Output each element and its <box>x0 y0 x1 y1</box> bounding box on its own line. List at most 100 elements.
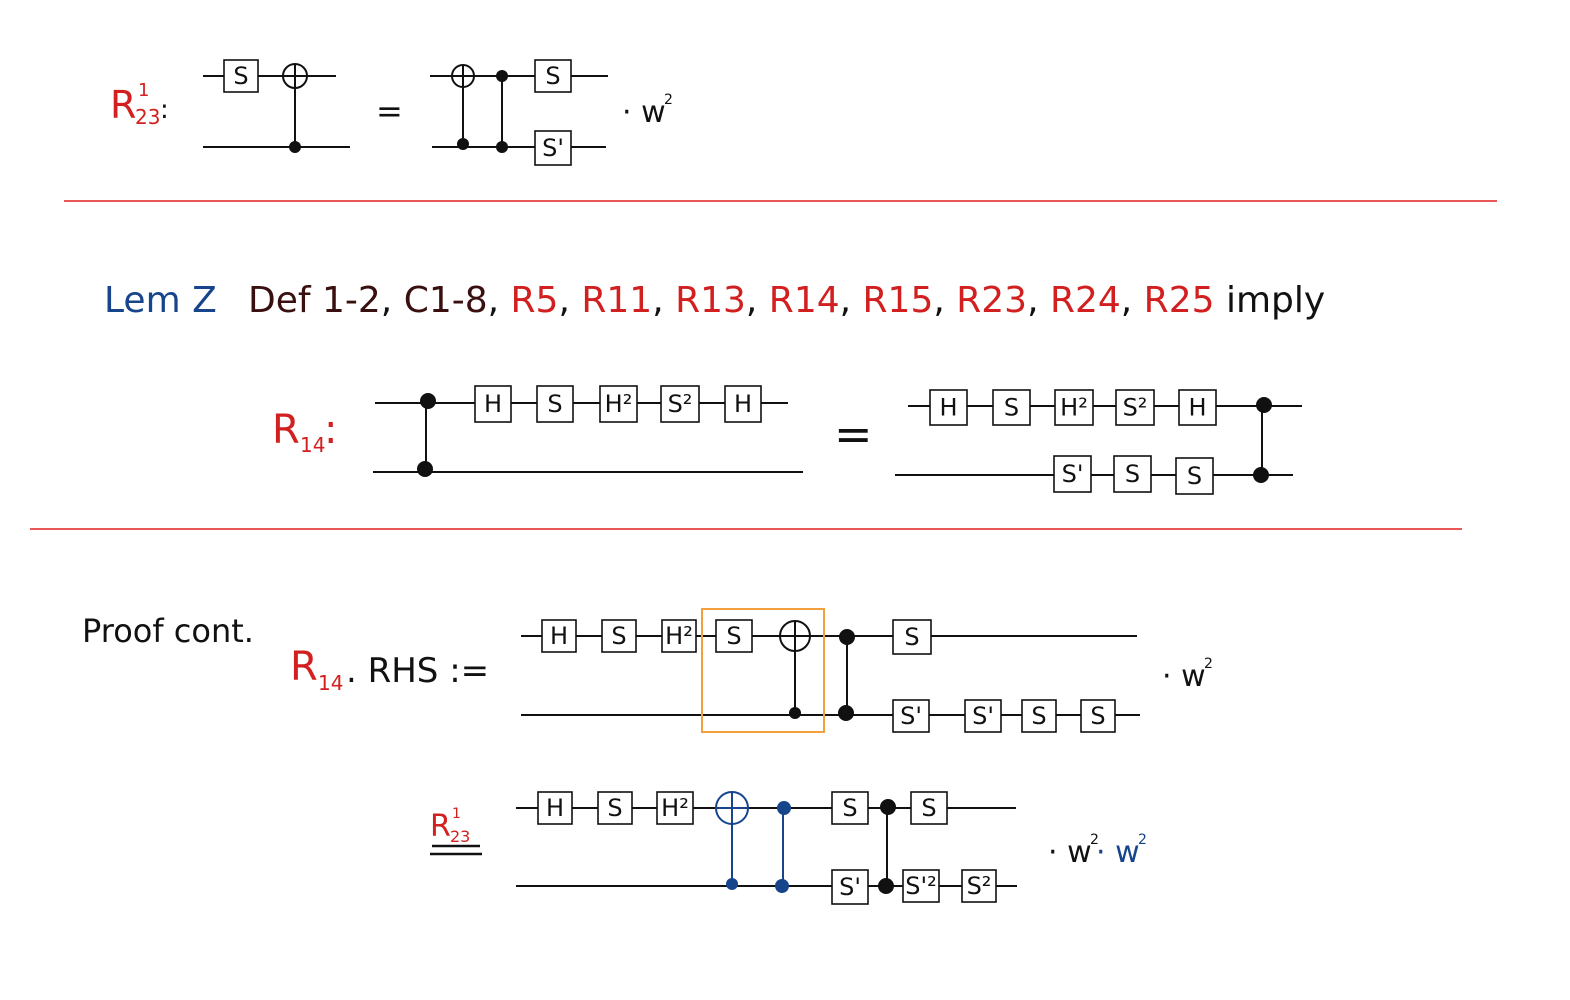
gate-box: S' <box>892 699 930 733</box>
cnot-target <box>282 63 308 89</box>
equals-sign: = <box>834 407 873 461</box>
phase-factor: · w <box>622 95 666 130</box>
lemma-premise-item: R25 <box>1132 280 1214 321</box>
gate-box: H² <box>656 791 694 825</box>
gate-label: H² <box>665 622 693 650</box>
lemma-premise-item: R13 <box>664 280 746 321</box>
row2-phase-b: · w <box>1096 835 1140 870</box>
gate-box: S <box>601 619 637 653</box>
control-dot <box>777 801 791 815</box>
step-label-r23-1: R 23 1 <box>430 806 482 856</box>
control-dot <box>1256 397 1272 413</box>
lemma-premise-item: , <box>746 280 757 321</box>
lemma-title: Lem Z <box>104 280 217 321</box>
lemma-premise-item: , <box>381 280 392 321</box>
gate-box: S' <box>1053 455 1092 493</box>
gate-box: S <box>992 389 1031 426</box>
gate-label: S <box>233 62 248 90</box>
gate-label: H <box>734 390 752 418</box>
r23-1-rule: R 23 1 : S = <box>110 59 673 166</box>
control-dot <box>1253 467 1269 483</box>
gate-box: S <box>910 791 948 825</box>
lemma-z-section: Lem Z Def 1-2, C1-8, R5, R11, R13, R14, … <box>104 280 1325 495</box>
gate-box: S <box>1175 457 1214 495</box>
lemma-premise-item: R11 <box>570 280 652 321</box>
gate-label: H <box>939 394 957 422</box>
highlight-box <box>701 608 825 733</box>
gate-label: S² <box>1123 394 1148 422</box>
gate-label: H <box>1188 394 1206 422</box>
control-dot <box>839 629 855 645</box>
gate-label: S <box>1004 394 1019 422</box>
lemma-premise-item: R14 <box>757 280 839 321</box>
step-label-sub: 23 <box>450 827 470 846</box>
gate-box: H² <box>1054 389 1094 426</box>
gate-label: S <box>1125 460 1140 488</box>
gate-box: S <box>536 385 574 423</box>
r23-rhs-circuit: S S' <box>430 59 608 166</box>
control-dot <box>789 707 801 719</box>
proof-row2-circuit: H S H² S S S' S'² S² <box>516 791 1017 905</box>
lemma-premise-item: C1-8 <box>392 280 487 321</box>
gate-label: S <box>545 62 560 90</box>
r14-rhs-label-sub: 14 <box>318 671 343 695</box>
gate-box: S <box>1080 699 1116 733</box>
gate-label: H <box>484 390 502 418</box>
gate-box: H <box>541 619 577 653</box>
lemma-premise-item: imply <box>1215 280 1326 321</box>
gate-box: S² <box>660 385 700 423</box>
gate-label: H² <box>1060 394 1088 422</box>
cnot-target <box>451 64 475 88</box>
gate-label: S² <box>967 872 992 900</box>
lemma-premise-item: , <box>488 280 499 321</box>
gate-label: S'² <box>905 872 936 900</box>
gate-box: H² <box>599 385 638 423</box>
row2-phase-a-exponent: 2 <box>1090 832 1099 848</box>
gate-label: S <box>842 794 857 822</box>
control-dot <box>496 70 508 82</box>
gate-box: S <box>715 619 753 653</box>
gate-s: S <box>534 59 572 93</box>
gate-box: S <box>1021 699 1057 733</box>
proof-row1-circuit: H S H² S S S' S' S S <box>521 608 1140 733</box>
r23-label-main: R <box>110 83 136 127</box>
cnot-target <box>715 791 749 825</box>
gate-box: S' <box>831 869 869 905</box>
r14-rhs-label-rest: . RHS := <box>346 651 489 691</box>
gate-label: S' <box>839 873 861 901</box>
gate-box: H <box>474 385 512 423</box>
gate-label: S' <box>972 702 994 730</box>
gate-label: S <box>1187 462 1202 490</box>
gate-label: H <box>546 794 564 822</box>
gate-box: S <box>892 619 932 655</box>
gate-s-prime: S' <box>534 130 572 166</box>
gate-label: S <box>1031 702 1046 730</box>
r14-label-colon: : <box>324 407 337 453</box>
r23-label-sub: 23 <box>135 105 160 129</box>
gate-label: H² <box>605 390 633 418</box>
gate-label: S <box>726 622 741 650</box>
lemma-premises: Def 1-2, C1-8, R5, R11, R13, R14, R15, R… <box>248 280 1325 321</box>
gate-box: S² <box>961 869 997 903</box>
lemma-premise-item: R15 <box>851 280 933 321</box>
control-dot <box>289 141 301 153</box>
gate-box: S² <box>1115 389 1155 426</box>
gate-label: S <box>1090 702 1105 730</box>
control-dot <box>417 461 433 477</box>
gate-label: S <box>904 623 919 651</box>
gate-box: S <box>597 791 633 825</box>
gate-box: S <box>1113 455 1152 493</box>
gate-box: S <box>831 791 869 825</box>
gate-label: H² <box>661 794 689 822</box>
lemma-premise-item: , <box>652 280 663 321</box>
control-dot <box>775 879 789 893</box>
gate-label: H <box>550 622 568 650</box>
lemma-premise-item: , <box>933 280 944 321</box>
equals-sign: = <box>376 92 403 130</box>
r23-lhs-circuit: S <box>203 59 350 153</box>
control-dot <box>838 705 854 721</box>
proof-title: Proof cont. <box>82 612 254 650</box>
gate-box: H <box>929 389 968 426</box>
gate-box: S' <box>964 699 1002 733</box>
